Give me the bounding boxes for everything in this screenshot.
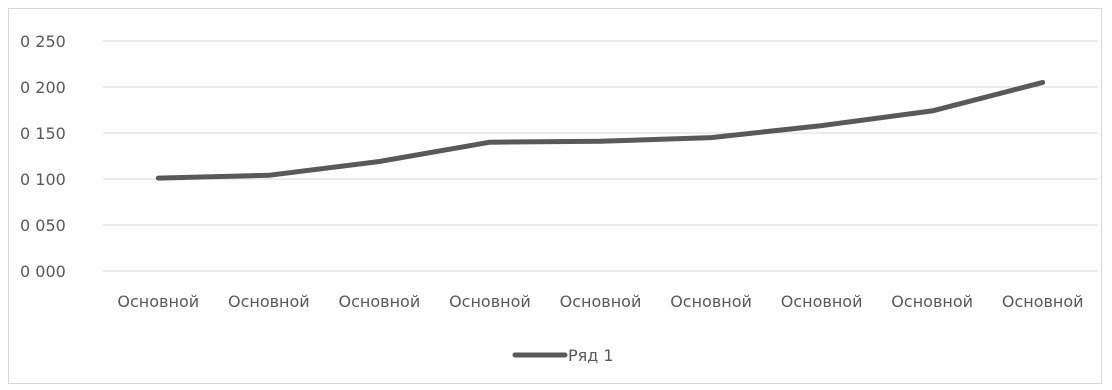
series-line-1 (155, 79, 1046, 181)
y-tick-label: 0 150 (20, 124, 66, 143)
x-tick-label: Основной (891, 292, 973, 311)
chart-frame (8, 8, 1102, 384)
gridlines (103, 40, 1098, 272)
x-tick-label: Основной (449, 292, 531, 311)
y-axis-tick-labels: 0 000 0 050 0 100 0 150 0 200 0 250 (20, 32, 66, 281)
y-tick-label: 0 050 (20, 216, 66, 235)
y-tick-label: 0 100 (20, 170, 66, 189)
x-tick-label: Основной (781, 292, 863, 311)
series-lines (155, 79, 1046, 181)
x-tick-label: Основной (670, 292, 752, 311)
y-tick-label: 0 250 (20, 32, 66, 51)
x-tick-label: Основной (228, 292, 310, 311)
x-axis-tick-labels: Основной Основной Основной Основной Основной… (117, 292, 1083, 311)
x-tick-label: Основной (117, 292, 199, 311)
y-tick-label: 0 000 (20, 262, 66, 281)
legend: Ряд 1 (512, 346, 614, 365)
x-tick-label: Основной (339, 292, 421, 311)
x-tick-label: Основной (1002, 292, 1084, 311)
y-tick-label: 0 200 (20, 78, 66, 97)
x-tick-label: Основной (560, 292, 642, 311)
legend-label-series-1: Ряд 1 (568, 346, 614, 365)
